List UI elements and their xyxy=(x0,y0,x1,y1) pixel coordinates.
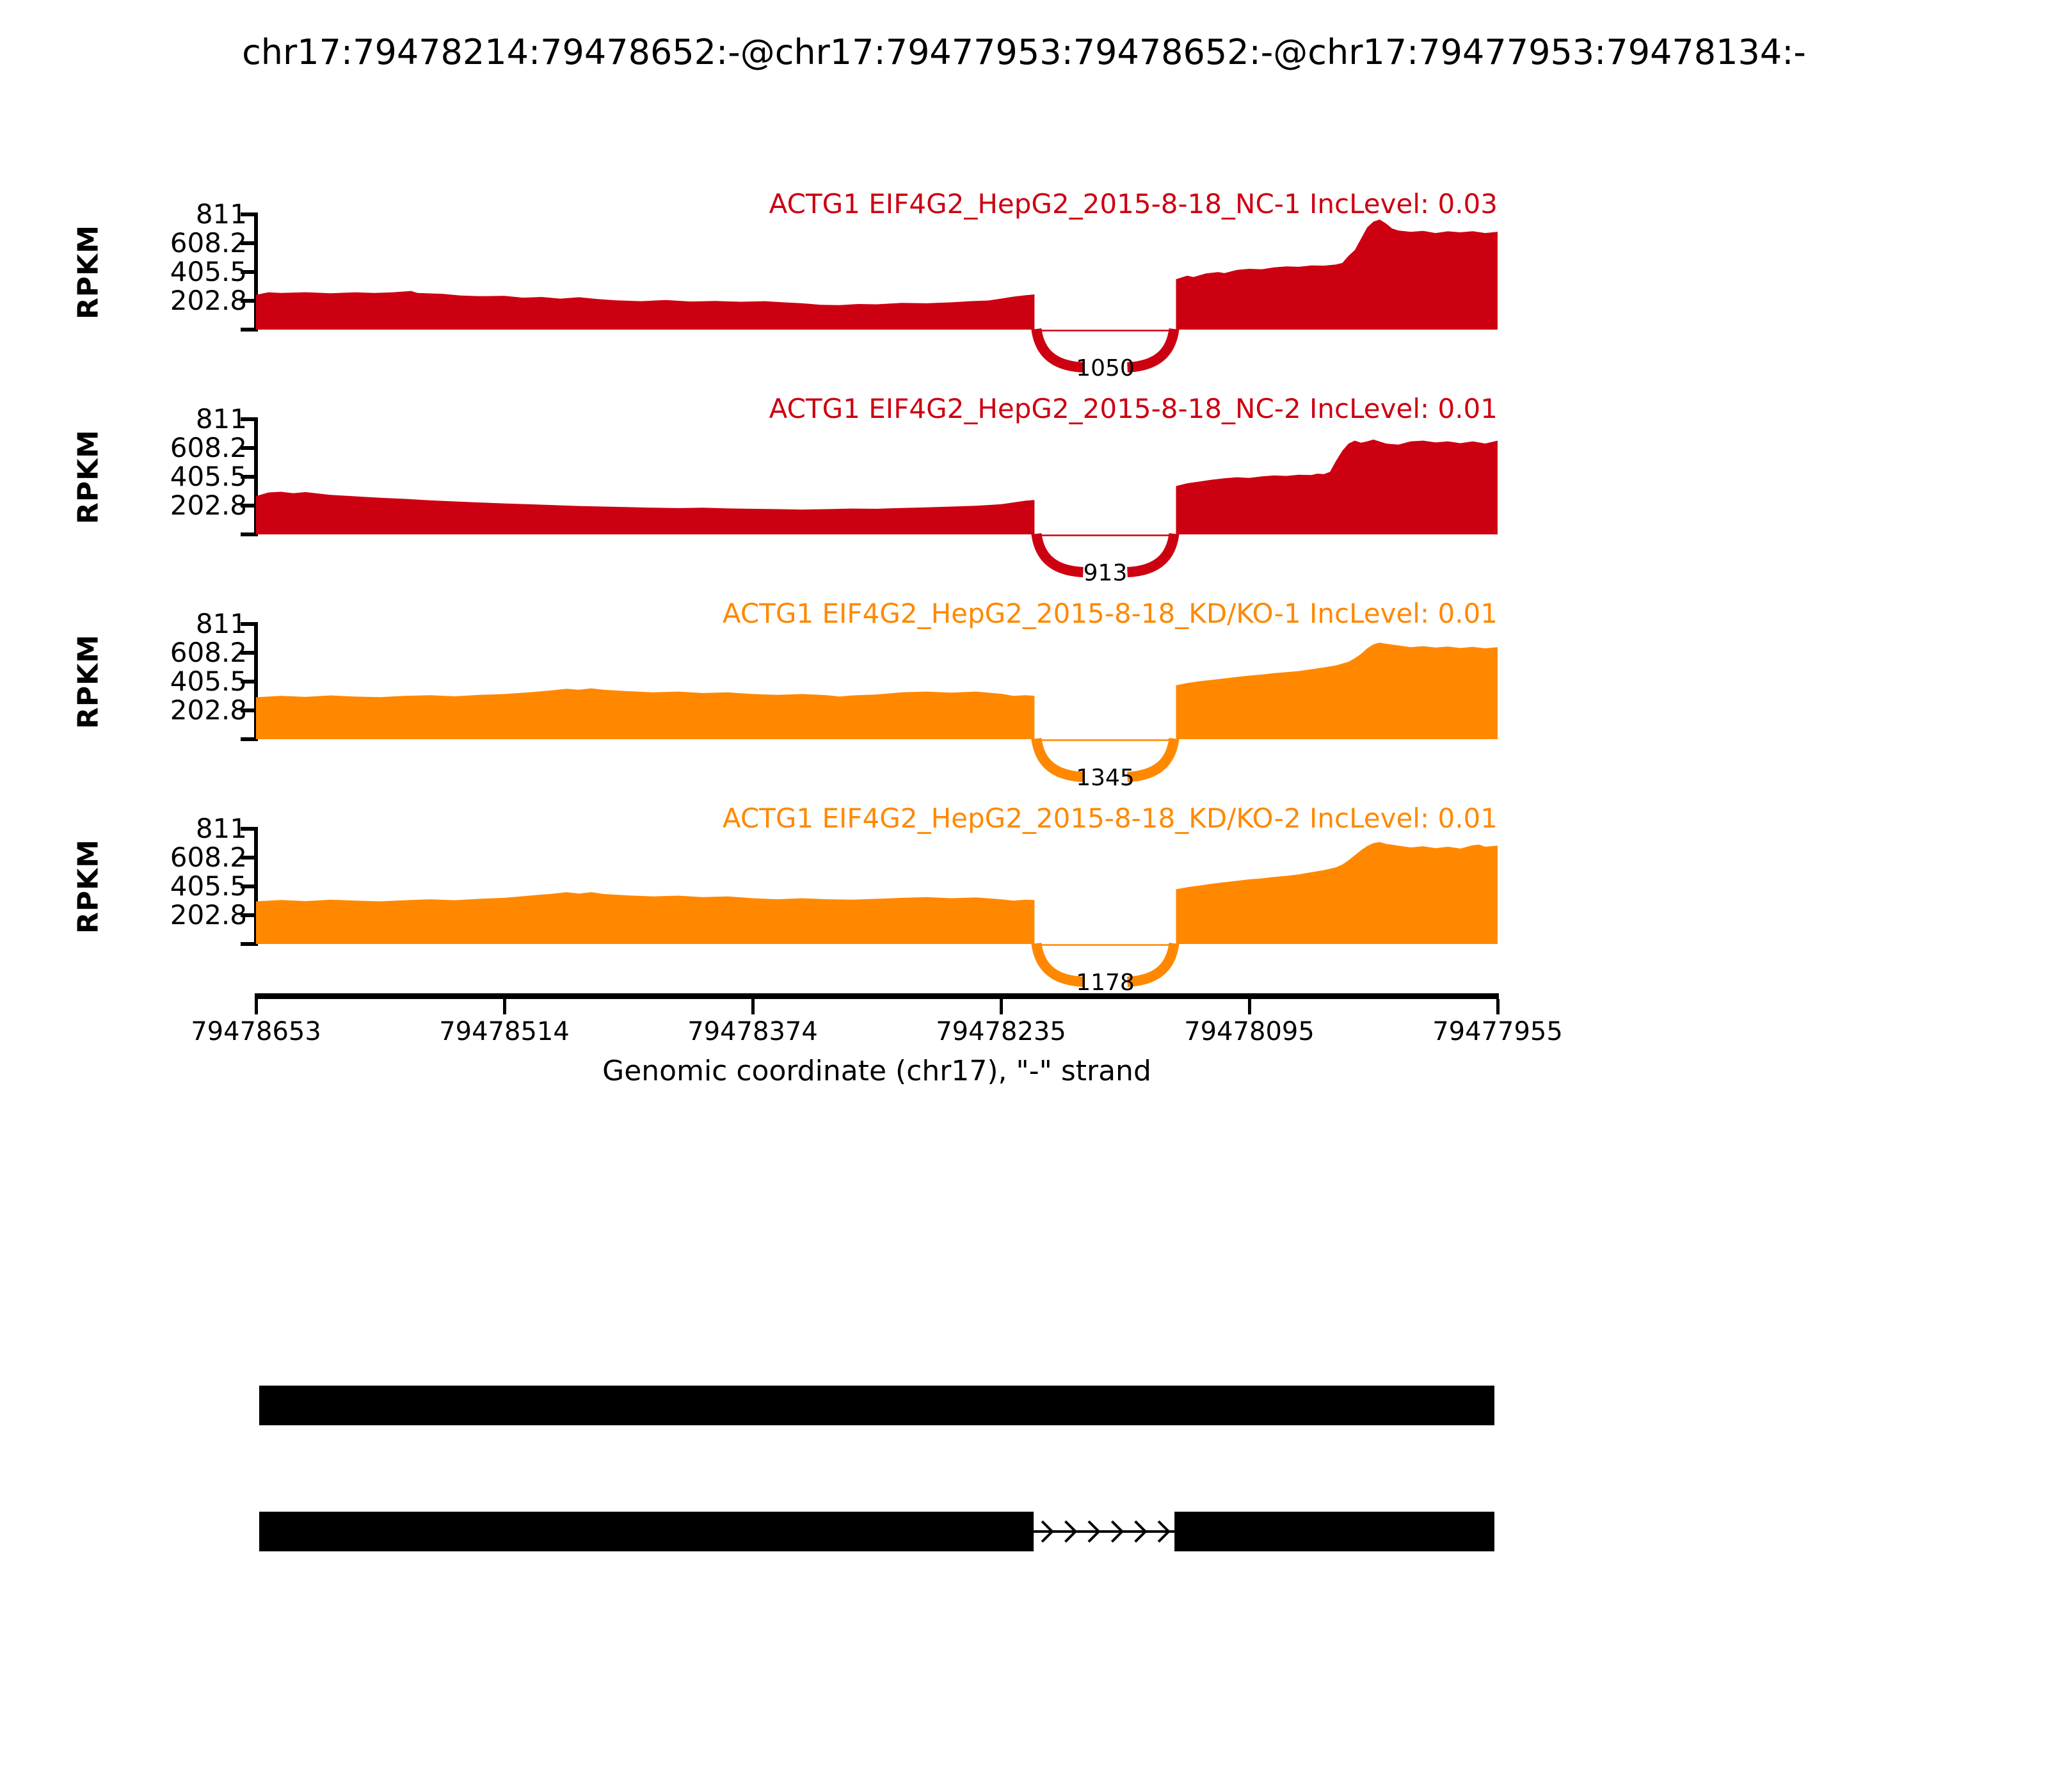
intron-strand-arrow-icon xyxy=(1110,1520,1124,1543)
coverage-plot xyxy=(237,202,1504,387)
y-tick-label: 405.5 xyxy=(170,870,247,902)
coverage-area-left xyxy=(256,492,1035,534)
x-tick-label: 79477955 xyxy=(1432,1017,1563,1046)
x-tick-mark xyxy=(503,999,506,1014)
exon-bar xyxy=(259,1512,1034,1551)
track-svg xyxy=(241,417,1498,577)
y-tick-label: 202.8 xyxy=(170,285,247,316)
track-title: ACTG1 EIF4G2_HepG2_2015-8-18_KD/KO-2 Inc… xyxy=(722,803,1498,834)
coverage-area-left xyxy=(256,688,1035,739)
x-tick-mark xyxy=(751,999,755,1014)
junction-count-label: 913 xyxy=(1083,560,1128,586)
exon-bar xyxy=(259,1386,1494,1425)
sashimi-track: ACTG1 EIF4G2_HepG2_2015-8-18_KD/KO-1 Inc… xyxy=(0,595,2048,810)
x-tick-mark xyxy=(255,999,258,1014)
x-axis-title: Genomic coordinate (chr17), "-" strand xyxy=(602,1055,1151,1087)
gene-model-svg xyxy=(259,1386,1494,1551)
y-axis-title: RPKM xyxy=(72,429,105,525)
junction-arc-left xyxy=(1031,532,1084,577)
exon-bar xyxy=(1174,1512,1494,1551)
track-svg xyxy=(241,212,1498,372)
y-tick-label: 811 xyxy=(195,813,247,844)
junction-count-label: 1345 xyxy=(1076,765,1135,791)
x-tick-mark xyxy=(1496,999,1500,1014)
x-tick-mark xyxy=(1000,999,1003,1014)
y-tick-label: 811 xyxy=(195,403,247,435)
junction-arc-right xyxy=(1126,942,1180,987)
junction-arc-left xyxy=(1031,942,1084,987)
sashimi-track: ACTG1 EIF4G2_HepG2_2015-8-18_KD/KO-2 Inc… xyxy=(0,800,2048,1014)
junction-count-label: 1050 xyxy=(1076,355,1135,381)
intron-strand-arrow-icon xyxy=(1041,1520,1054,1543)
junction-arc-right xyxy=(1126,328,1180,372)
coverage-area-right xyxy=(1176,643,1498,739)
sashimi-track: ACTG1 EIF4G2_HepG2_2015-8-18_NC-1 IncLev… xyxy=(0,186,2048,400)
y-tick-label: 811 xyxy=(195,608,247,639)
intron-strand-arrow-icon xyxy=(1087,1520,1101,1543)
junction-arc-right xyxy=(1126,737,1180,782)
track-svg xyxy=(241,827,1498,987)
x-tick-label: 79478235 xyxy=(936,1017,1066,1046)
y-axis-title: RPKM xyxy=(72,224,105,320)
x-axis-line xyxy=(255,993,1499,999)
coverage-plot xyxy=(237,816,1504,1002)
coverage-area-left xyxy=(256,892,1035,944)
coverage-plot xyxy=(237,611,1504,797)
junction-arc-right xyxy=(1126,532,1180,577)
x-tick-mark xyxy=(1248,999,1251,1014)
y-tick-label: 608.2 xyxy=(170,842,247,873)
x-tick-label: 79478653 xyxy=(191,1017,321,1046)
y-tick-label: 608.2 xyxy=(170,432,247,463)
intron-strand-arrow-icon xyxy=(1064,1520,1078,1543)
y-axis-title: RPKM xyxy=(72,838,105,934)
y-tick-label: 202.8 xyxy=(170,899,247,931)
x-tick-label: 79478374 xyxy=(687,1017,818,1046)
y-tick-label: 608.2 xyxy=(170,637,247,668)
coverage-area-right xyxy=(1176,842,1498,944)
intron-strand-arrow-icon xyxy=(1134,1520,1148,1543)
y-tick-label: 405.5 xyxy=(170,666,247,697)
gene-model xyxy=(237,1370,1504,1574)
figure-title: chr17:79478214:79478652:-@chr17:79477953… xyxy=(242,32,1806,72)
track-title: ACTG1 EIF4G2_HepG2_2015-8-18_NC-2 IncLev… xyxy=(769,393,1498,424)
coverage-area-left xyxy=(256,291,1035,330)
junction-arc-left xyxy=(1031,328,1084,372)
sashimi-track: ACTG1 EIF4G2_HepG2_2015-8-18_NC-2 IncLev… xyxy=(0,390,2048,605)
junction-arc-left xyxy=(1031,737,1084,782)
coverage-area-right xyxy=(1176,439,1498,534)
y-tick-label: 811 xyxy=(195,198,247,230)
x-tick-label: 79478514 xyxy=(439,1017,570,1046)
x-tick-label: 79478095 xyxy=(1184,1017,1315,1046)
y-tick-label: 405.5 xyxy=(170,256,247,287)
y-tick-label: 202.8 xyxy=(170,694,247,726)
y-tick-label: 202.8 xyxy=(170,490,247,521)
intron-strand-arrow-icon xyxy=(1157,1520,1171,1543)
y-tick-label: 405.5 xyxy=(170,461,247,492)
coverage-plot xyxy=(237,406,1504,592)
track-title: ACTG1 EIF4G2_HepG2_2015-8-18_KD/KO-1 Inc… xyxy=(722,598,1498,629)
coverage-area-right xyxy=(1176,220,1498,330)
y-axis-title: RPKM xyxy=(72,634,105,730)
junction-count-label: 1178 xyxy=(1076,970,1135,996)
track-title: ACTG1 EIF4G2_HepG2_2015-8-18_NC-1 IncLev… xyxy=(769,188,1498,220)
y-tick-label: 608.2 xyxy=(170,227,247,259)
track-svg xyxy=(241,622,1498,782)
